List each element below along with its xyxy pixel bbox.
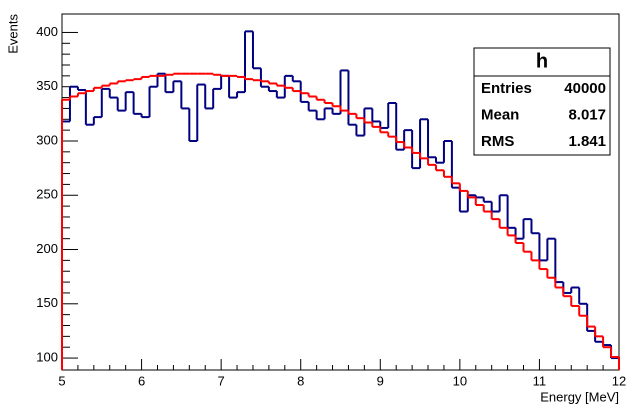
stats-title: h (536, 50, 548, 72)
stats-value: 40000 (564, 80, 606, 97)
x-axis-label: Energy [MeV] (540, 389, 619, 404)
stats-frame (473, 47, 611, 156)
x-tick-label: 9 (377, 373, 384, 388)
x-tick-label: 8 (297, 373, 304, 388)
y-tick-label: 300 (36, 132, 58, 147)
x-tick-label: 11 (533, 373, 547, 388)
y-tick-label: 200 (36, 241, 58, 256)
stats-label: Mean (481, 106, 519, 123)
y-tick-label: 350 (36, 78, 58, 93)
x-tick-label: 10 (453, 373, 467, 388)
stats-box: h Entries 40000 Mean 8.017 RMS 1.841 (473, 47, 611, 156)
x-tick-label: 7 (218, 373, 225, 388)
x-tick-label: 12 (612, 373, 626, 388)
y-tick-label: 400 (36, 24, 58, 39)
y-axis-label: Events (5, 14, 20, 54)
stats-label: Entries (481, 80, 532, 97)
x-tick-label: 5 (58, 373, 65, 388)
y-tick-label: 250 (36, 187, 58, 202)
stats-value: 8.017 (568, 106, 606, 123)
x-tick-label: 6 (138, 373, 145, 388)
y-tick-label: 100 (36, 349, 58, 364)
stats-label: RMS (481, 133, 514, 150)
y-tick-label: 150 (36, 295, 58, 310)
stats-value: 1.841 (568, 133, 606, 150)
